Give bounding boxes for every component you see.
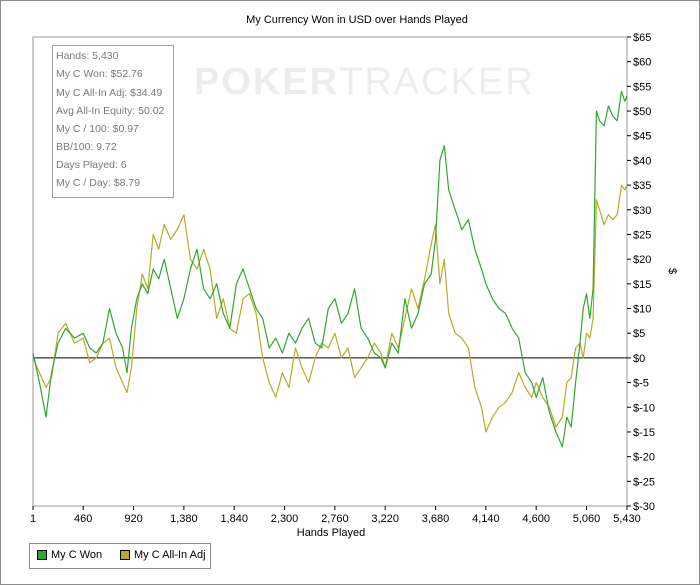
x-axis-label: Hands Played [297,527,366,539]
legend-label-allin-adj: My C All-In Adj [134,549,206,561]
plot-border [32,36,628,507]
x-tick-label: 3,680 [422,513,450,525]
y-tick-label: $-20 [633,452,655,464]
stat-hands: Hands: 5,430 [56,50,119,62]
y-tick-label: $30 [633,205,651,217]
x-tick-label: 1,380 [170,513,198,525]
y-tick-label: $10 [633,304,651,316]
legend-swatch-allin-adj [120,550,130,560]
watermark-bold: POKER [194,61,340,103]
y-tick-label: $15 [633,279,651,291]
y-tick-label: $20 [633,254,651,266]
x-tick-label: 4,600 [522,513,550,525]
x-tick-label: 920 [124,513,142,525]
y-tick-label: $-5 [633,378,649,390]
y-tick-label: $-15 [633,427,655,439]
chart-title: My Currency Won in USD over Hands Played [246,14,468,26]
legend-item-allin-adj[interactable]: My C All-In Adj [120,549,206,561]
x-tick-label: 1 [30,513,36,525]
series-line-allin-adj [32,184,628,433]
x-tick-label: 2,300 [271,513,299,525]
y-tick-label: $65 [633,32,651,44]
y-axis-label: $ [666,268,678,274]
y-tick-label: $25 [633,229,651,241]
y-tick-label: $55 [633,81,651,93]
x-tick-label: 5,060 [573,513,601,525]
y-tick-label: $-10 [633,402,655,414]
legend-item-won[interactable]: My C Won [37,549,102,561]
y-tick-label: $5 [633,328,645,340]
watermark-thin: TRACKER [339,61,535,103]
y-tick-label: $-25 [633,476,655,488]
stats-summary-box: Hands: 5,430 My C Won: $52.76 My C All-I… [52,45,174,198]
y-tick-label: $50 [633,106,651,118]
stat-days-played: Days Played: 6 [56,159,127,171]
stat-allin-adj: My C All-In Adj: $34.49 [56,87,163,99]
x-tick-label: 2,760 [321,513,349,525]
stat-per-100: My C / 100: $0.97 [56,123,139,135]
legend-label-won: My C Won [51,549,103,561]
stat-per-day: My C / Day: $8.79 [56,177,141,189]
stat-bb-100: BB/100: 9.72 [56,141,117,153]
plot-area: $65 $60 $55 $50 $45 $40 $35 $30 $25 $20 $15 $10 $5 $0… [30,32,655,525]
y-tick-label: $35 [633,180,651,192]
x-tick-label: 460 [74,513,92,525]
stat-avg-equity: Avg All-In Equity: 50.02 [56,105,165,117]
y-tick-label: $0 [633,353,645,365]
x-tick-label: 1,840 [220,513,248,525]
pokertracker-watermark: POKERTRACKER [194,61,535,104]
y-tick-label: $45 [633,131,651,143]
legend-swatch-won [37,550,47,560]
stat-won: My C Won: $52.76 [56,68,143,80]
series-line-won [32,90,628,448]
y-tick-label: $40 [633,155,651,167]
y-tick-label: $-30 [633,501,655,513]
x-tick-label: 3,220 [371,513,399,525]
y-tick-label: $60 [633,57,651,69]
x-tick-label: 4,140 [472,513,500,525]
x-tick-label: 5,430 [613,513,641,525]
chart-legend: My C Won My C All-In Adj [29,543,211,569]
